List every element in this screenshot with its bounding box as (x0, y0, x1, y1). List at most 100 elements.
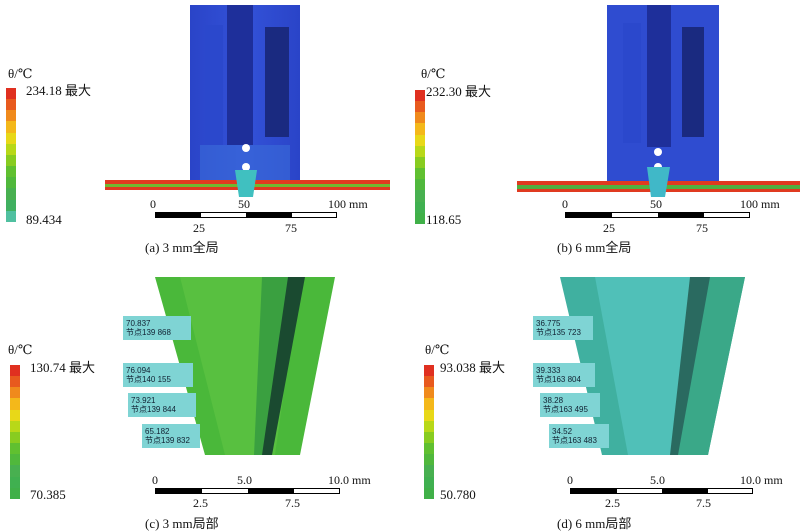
caption: (d) 6 mm局部 (557, 516, 632, 531)
max-value: 234.18 最大 (26, 83, 92, 98)
node-tag-text: 76.094 节点140 155 (126, 366, 171, 384)
global-model-view (105, 5, 390, 197)
color-legend-step (424, 387, 434, 399)
scale-label: 100 mm (740, 197, 780, 211)
color-legend-step (415, 134, 425, 146)
scale-bar (570, 488, 753, 494)
node-tag-text: 36.775 节点135 723 (536, 319, 581, 337)
scale-label: 0 (562, 197, 568, 211)
color-legend-bar (415, 90, 425, 224)
color-legend-step (424, 365, 434, 377)
color-legend-step (424, 443, 434, 455)
node-tag (540, 393, 600, 417)
scale-bar (565, 212, 750, 218)
color-legend-step (10, 398, 20, 410)
color-legend-step (415, 90, 425, 102)
color-legend-step (6, 154, 16, 167)
scale-label: 75 (696, 221, 708, 235)
color-legend-step (6, 143, 16, 155)
color-legend-step (424, 409, 434, 421)
caption: (c) 3 mm局部 (145, 516, 219, 531)
color-legend-step (10, 409, 20, 421)
unit-label: θ/℃ (8, 66, 33, 81)
node-tag (123, 316, 191, 340)
color-legend-step (6, 132, 16, 144)
max-value: 93.038 最大 (440, 360, 506, 375)
color-legend-step (415, 101, 425, 113)
scale-label: 0 (150, 197, 156, 211)
caption: (a) 3 mm全局 (145, 240, 219, 255)
node-tag (123, 363, 193, 387)
scale-label: 5.0 (650, 473, 665, 487)
node-tag-text: 38.28 节点163 495 (543, 396, 588, 414)
color-legend-step (415, 145, 425, 157)
node-tag (533, 363, 595, 387)
color-legend-step (415, 112, 425, 124)
scale-label: 10.0 mm (328, 473, 371, 487)
scale-label: 25 (193, 221, 205, 235)
color-legend-step (10, 387, 20, 399)
color-legend-step (10, 365, 20, 377)
color-legend-step (6, 188, 16, 200)
node-tag-text: 70.837 节点139 868 (126, 319, 171, 337)
scale-bar (155, 488, 340, 494)
max-value: 130.74 最大 (30, 360, 96, 375)
scale-label: 100 mm (328, 197, 368, 211)
color-legend-step (415, 168, 425, 180)
unit-label: θ/℃ (421, 66, 446, 81)
color-legend-step (10, 465, 20, 477)
color-legend-step (10, 420, 20, 432)
unit-label: θ/℃ (425, 342, 450, 357)
color-legend-step (6, 110, 16, 122)
color-legend-step (6, 99, 16, 111)
color-legend-step (424, 454, 434, 466)
global-model-view (517, 5, 800, 197)
unit-label: θ/℃ (8, 342, 33, 357)
caption: (b) 6 mm全局 (557, 240, 632, 255)
node-tag (128, 393, 196, 417)
color-legend-bar (424, 365, 434, 499)
scale-label: 7.5 (696, 496, 711, 510)
node-tag (142, 424, 200, 448)
color-legend-step (10, 487, 20, 499)
min-value: 70.385 (30, 487, 66, 502)
panel-a: θ/℃ 234.18 最大 89.434 0 50 100 mm 25 75 (… (0, 0, 400, 265)
node-tag-text: 34.52 节点163 483 (552, 427, 597, 445)
panel-d: θ/℃ 93.038 最大 50.780 36.775 节点135 723 39.… (400, 265, 800, 531)
color-legend-step (6, 88, 16, 100)
local-model-view (560, 277, 745, 455)
color-legend-step (6, 210, 16, 222)
color-legend-step (424, 431, 434, 444)
color-legend-step (415, 123, 425, 135)
min-value: 118.65 (426, 212, 462, 227)
min-value: 50.780 (440, 487, 476, 502)
color-legend-step (6, 199, 16, 211)
color-legend-step (415, 190, 425, 202)
scale-label: 2.5 (193, 496, 208, 510)
scale-label: 75 (285, 221, 297, 235)
color-legend-step (10, 454, 20, 466)
color-legend-step (424, 398, 434, 410)
color-legend-step (424, 487, 434, 499)
color-legend-step (10, 431, 20, 444)
color-legend-step (10, 443, 20, 455)
panel-c: θ/℃ 130.74 最大 70.385 70.837 节点139 868 76.… (0, 265, 400, 531)
scale-label: 10.0 mm (740, 473, 783, 487)
node-tag-text: 65.182 节点139 832 (145, 427, 190, 445)
color-legend-step (10, 476, 20, 488)
scale-label: 7.5 (285, 496, 300, 510)
color-legend-step (415, 156, 425, 169)
min-value: 89.434 (26, 212, 62, 227)
scale-bar (155, 212, 337, 218)
max-value: 232.30 最大 (426, 84, 492, 99)
color-legend-step (424, 420, 434, 432)
scale-label: 0 (152, 473, 158, 487)
scale-label: 2.5 (605, 496, 620, 510)
color-legend-bar (6, 88, 16, 222)
color-legend-step (6, 177, 16, 189)
color-legend-step (6, 166, 16, 178)
color-legend-step (415, 212, 425, 224)
color-legend-step (424, 376, 434, 388)
panel-b: θ/℃ 232.30 最大 118.65 0 50 100 mm 25 75 (… (400, 0, 800, 265)
node-tag-text: 73.921 节点139 844 (131, 396, 176, 414)
